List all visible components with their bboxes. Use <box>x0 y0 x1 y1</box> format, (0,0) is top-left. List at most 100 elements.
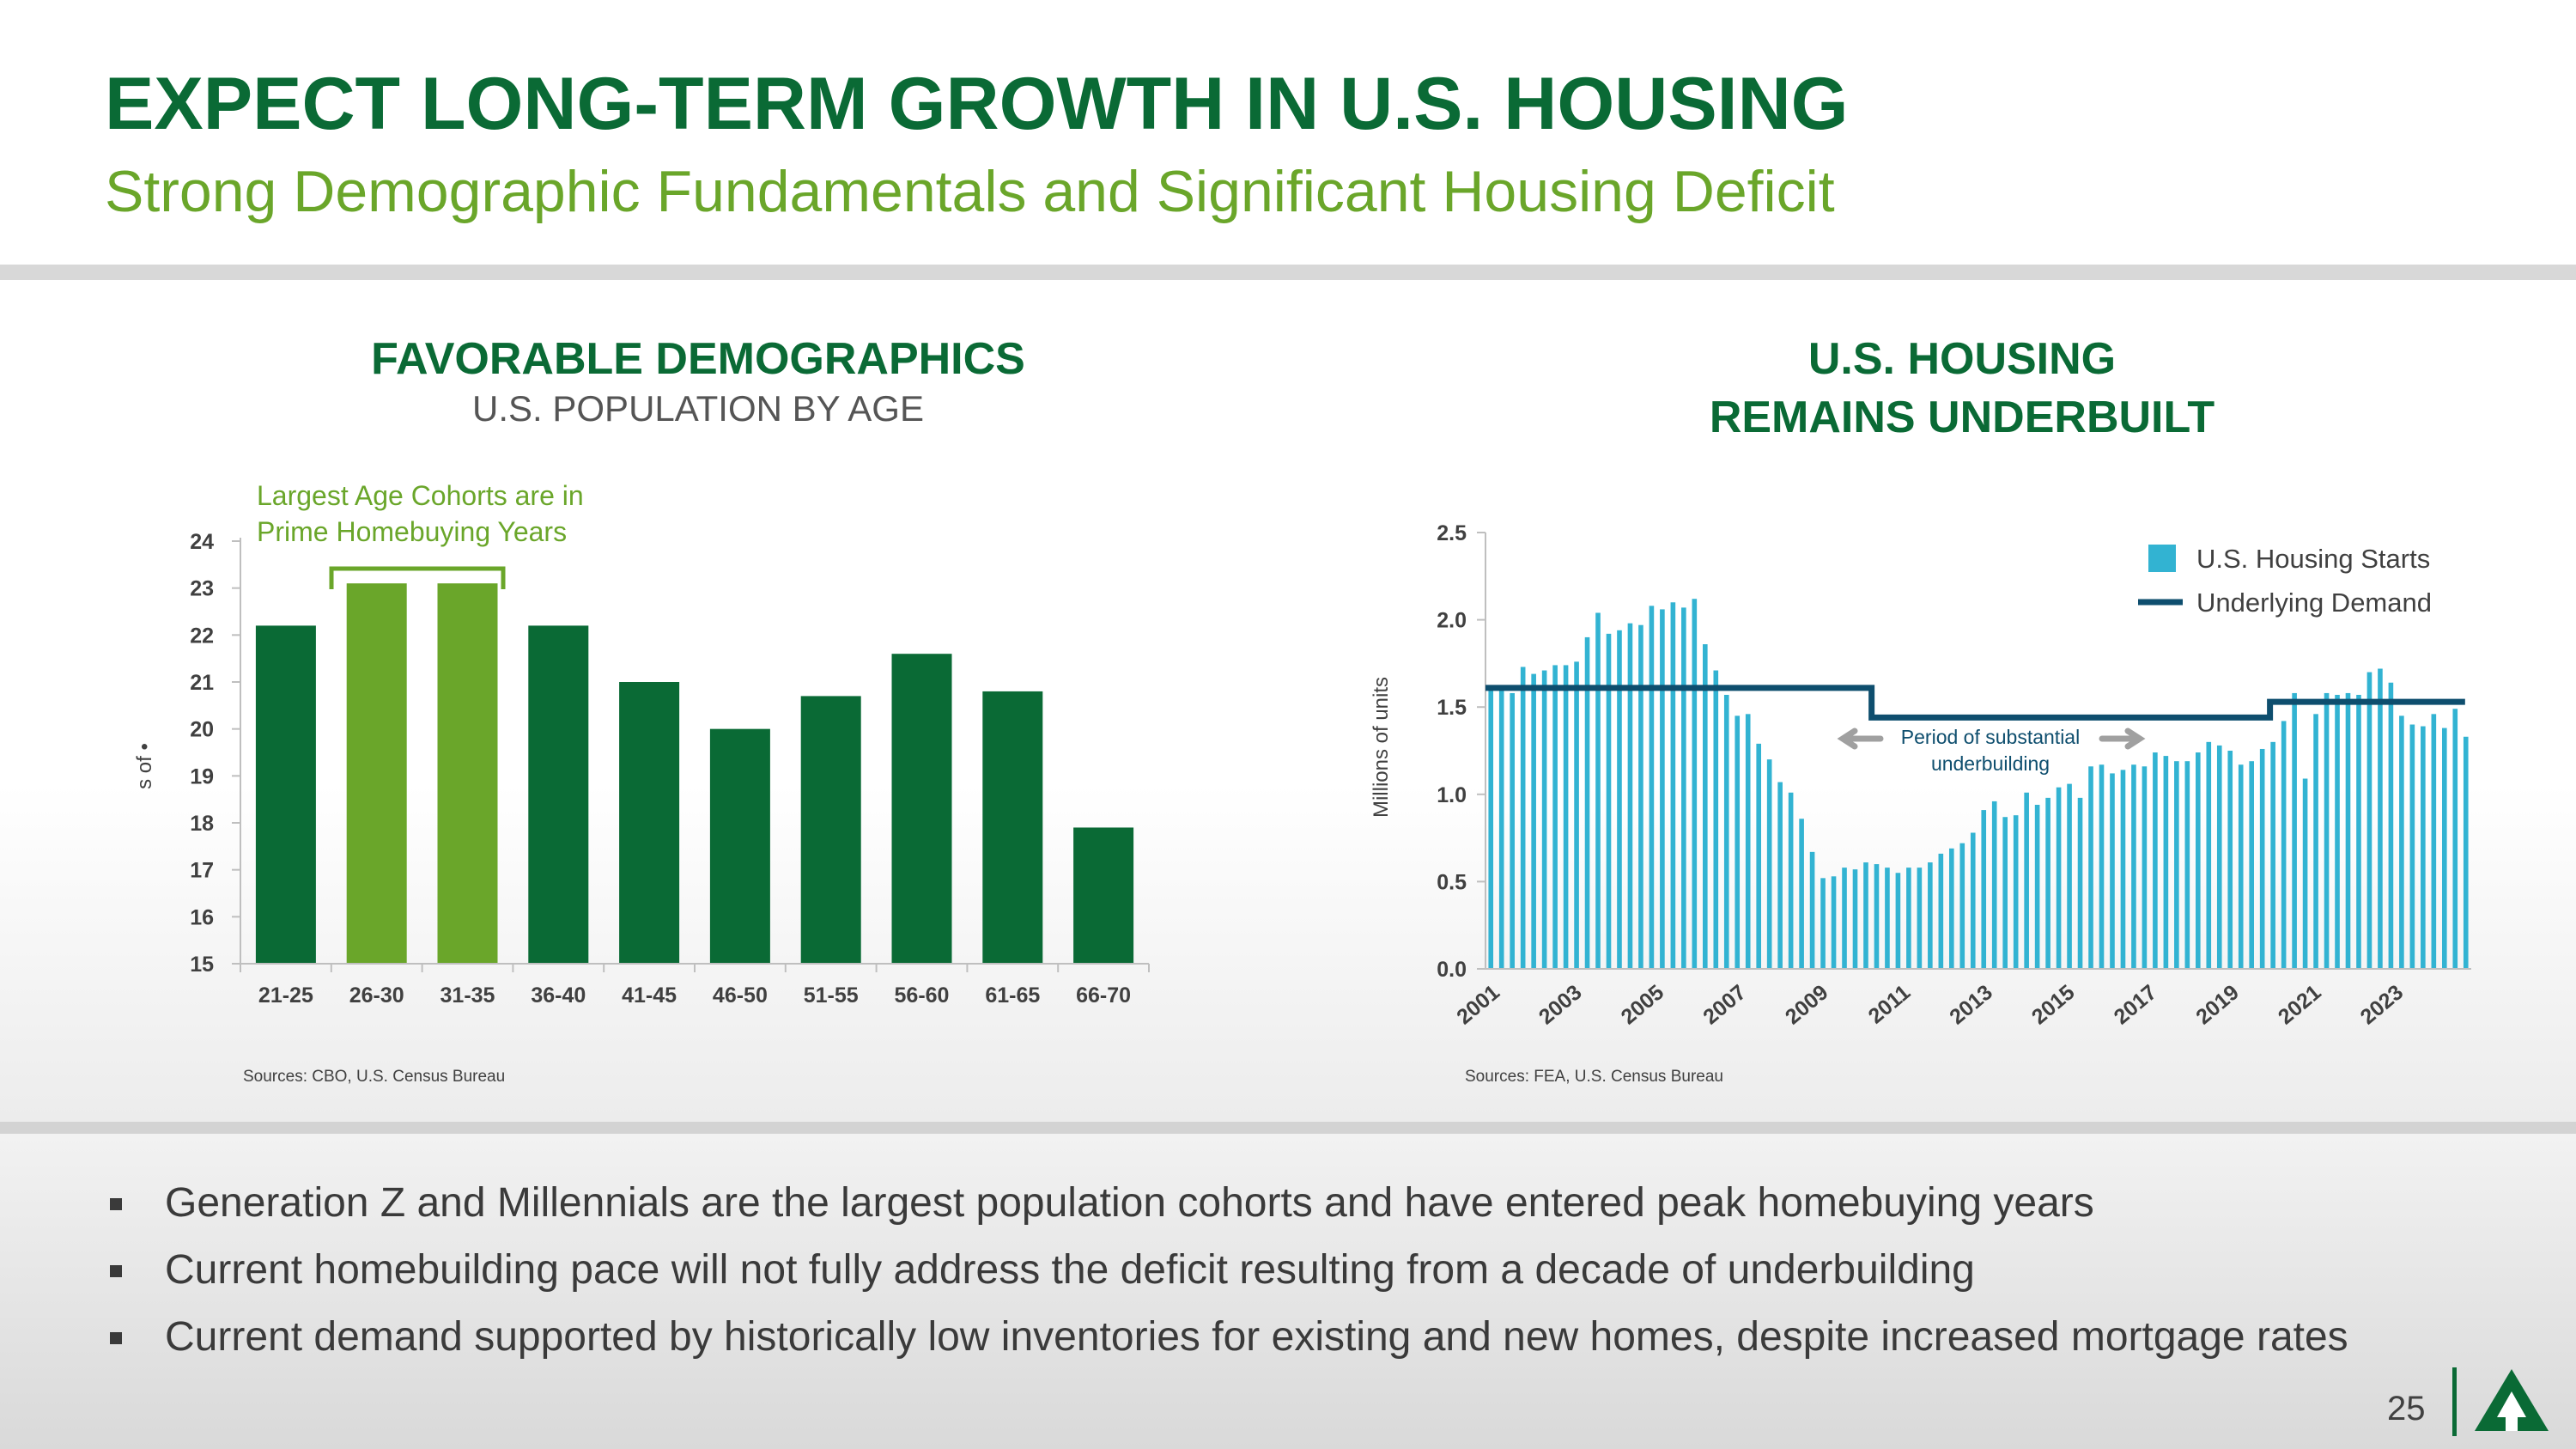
y-tick-label: 19 <box>190 764 214 788</box>
y-tick-label: 2.0 <box>1437 609 1467 633</box>
demographics-chart-subtitle: U.S. POPULATION BY AGE <box>472 388 924 429</box>
housing-starts-bar <box>1970 832 1976 969</box>
demographics-bar-chart: Largest Age Cohorts are in Prime Homebuy… <box>133 480 1150 1008</box>
housing-starts-bar <box>1745 714 1751 969</box>
housing-starts-bar <box>1670 602 1676 969</box>
x-tick-label: 2001 <box>1452 980 1504 1029</box>
page-number: 25 <box>2387 1390 2426 1428</box>
housing-starts-bar <box>1520 667 1526 969</box>
housing-starts-bar <box>1723 694 1729 969</box>
housing-starts-bar <box>2077 797 2083 969</box>
housing-starts-bar <box>2366 672 2372 969</box>
x-tick-label: 26-30 <box>349 983 404 1008</box>
housing-starts-bar <box>1756 743 1762 969</box>
housing-starts-bar <box>1488 685 1494 969</box>
housing-y-axis-label: Millions of units <box>1370 677 1393 818</box>
underbuilding-line-1: Period of substantial <box>1901 726 2080 748</box>
housing-starts-bar <box>1885 868 1890 969</box>
housing-starts-bar <box>1831 876 1837 969</box>
y-tick-label: 0.0 <box>1437 958 1467 982</box>
header-divider <box>0 265 2576 280</box>
y-tick-label: 17 <box>190 859 214 883</box>
arrow-left-icon <box>1837 728 1884 750</box>
bullet-item: Current demand supported by historically… <box>106 1304 2348 1371</box>
housing-starts-bar <box>1799 819 1804 969</box>
housing-starts-bar <box>2281 721 2287 969</box>
x-tick-label: 2019 <box>2191 980 2244 1029</box>
bullet-square-icon <box>110 1265 122 1277</box>
housing-starts-bar <box>1863 862 1868 969</box>
housing-starts-bar <box>2206 741 2212 969</box>
underlying-demand-step-line <box>1485 685 2465 721</box>
y-tick-label: 16 <box>190 905 214 929</box>
x-tick-label: 46-50 <box>713 983 768 1008</box>
bullets-panel <box>0 1134 2576 1449</box>
housing-starts-bar <box>2463 736 2469 969</box>
housing-starts-bar <box>2324 692 2330 969</box>
x-tick-label: 2007 <box>1698 980 1751 1029</box>
bullets-divider <box>0 1122 2576 1134</box>
y-tick-label: 1.5 <box>1437 696 1467 720</box>
cohort-annotation: Largest Age Cohorts are in Prime Homebuy… <box>257 480 584 589</box>
x-tick-label: 61-65 <box>985 983 1040 1008</box>
bar-21-25 <box>255 625 316 964</box>
arrow-right-icon <box>2099 728 2146 750</box>
demographics-y-axis: 15 16 17 18 19 20 21 22 23 24 <box>190 530 241 977</box>
y-tick-label: 24 <box>190 530 214 554</box>
housing-starts-bar <box>2249 761 2255 969</box>
housing-starts-bar <box>2067 783 2072 969</box>
housing-legend: U.S. Housing Starts Underlying Demand <box>2138 544 2432 618</box>
x-tick-label: 56-60 <box>895 983 950 1008</box>
company-logo-icon <box>2475 1369 2549 1431</box>
slide-subtitle: Strong Demographic Fundamentals and Sign… <box>105 159 1835 224</box>
housing-starts-bar <box>2174 761 2179 969</box>
housing-starts-bar <box>2088 766 2093 969</box>
housing-starts-bar <box>2378 668 2383 969</box>
housing-x-axis: 2001 2003 2005 2007 2009 2011 2013 2015 2017 2019… <box>1452 968 2471 1029</box>
housing-starts-bar <box>1895 873 1901 969</box>
housing-starts-bar <box>2431 714 2437 969</box>
underbuilding-line-2: underbuilding <box>1931 752 2050 775</box>
housing-starts-bar <box>1713 670 1719 969</box>
housing-starts-bar <box>2388 682 2394 969</box>
housing-starts-bar <box>1510 692 1516 969</box>
bullet-text: Current homebuilding pace will not fully… <box>165 1247 1975 1293</box>
housing-starts-bar <box>2345 692 2351 969</box>
housing-starts-bar <box>1842 868 1847 969</box>
housing-starts-bar <box>1552 665 1558 969</box>
housing-starts-bar <box>2302 778 2308 969</box>
housing-starts-bar <box>2227 751 2233 969</box>
housing-starts-bar <box>2195 752 2201 969</box>
housing-y-axis: 0.0 0.5 1.0 1.5 2.0 2.5 <box>1437 521 1486 982</box>
housing-starts-bar <box>2335 694 2340 969</box>
housing-starts-bar <box>1777 782 1783 969</box>
bar-26-30 <box>346 583 407 964</box>
chart-panel <box>0 280 2576 1122</box>
legend-swatch-housing-starts <box>2148 545 2176 572</box>
housing-starts-bar <box>1981 810 1987 969</box>
y-tick-label: 15 <box>190 953 214 977</box>
housing-starts-bar <box>1906 868 1911 969</box>
housing-starts-bar <box>1595 612 1601 969</box>
annotation-line-2: Prime Homebuying Years <box>257 516 567 547</box>
housing-starts-bar <box>2356 694 2361 969</box>
housing-starts-bar <box>1766 759 1772 969</box>
demographics-x-axis: 21-25 26-30 31-35 36-40 41-45 46-50 51-55 56-60… <box>240 963 1150 1008</box>
legend-label-housing-starts: U.S. Housing Starts <box>2196 544 2430 574</box>
housing-starts-bar <box>2184 761 2190 969</box>
x-tick-label: 21-25 <box>258 983 313 1008</box>
housing-starts-bar <box>1563 665 1569 969</box>
housing-starts-bar <box>1584 636 1590 969</box>
housing-starts-bar <box>1959 843 1965 969</box>
bar-56-60 <box>891 654 952 964</box>
demographics-y-axis-label: s of • <box>133 743 156 789</box>
x-tick-label: 2017 <box>2110 980 2162 1029</box>
y-tick-label: 18 <box>190 812 214 836</box>
bar-51-55 <box>800 696 861 964</box>
housing-starts-bar <box>1874 864 1880 969</box>
legend-label-underlying-demand: Underlying Demand <box>2196 588 2432 618</box>
housing-source: Sources: FEA, U.S. Census Bureau <box>1465 1068 1723 1086</box>
x-tick-label: 66-70 <box>1076 983 1131 1008</box>
housing-starts-bar <box>2441 728 2447 969</box>
